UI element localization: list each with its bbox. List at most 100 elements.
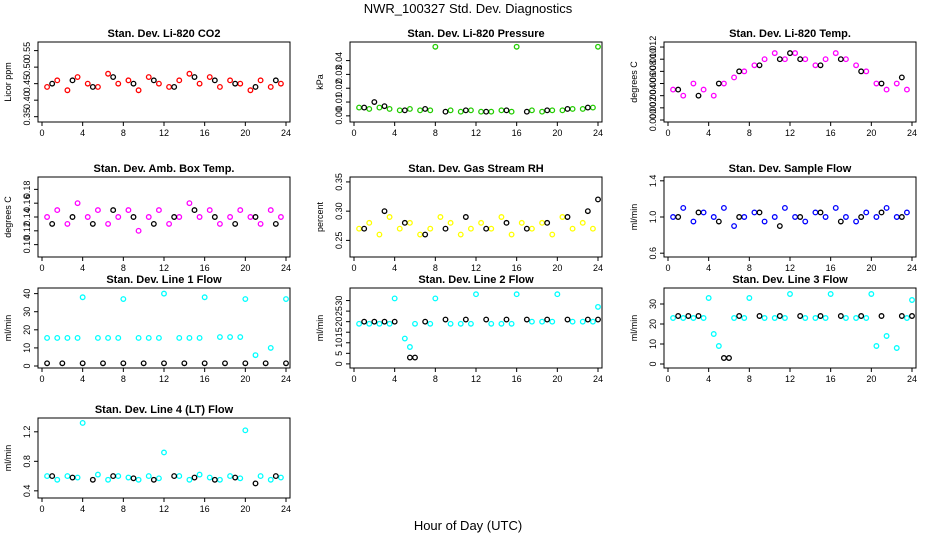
data-point bbox=[771, 214, 778, 220]
data-point bbox=[873, 214, 880, 220]
data-point bbox=[715, 218, 722, 225]
data-point bbox=[237, 80, 244, 87]
x-tick-label: 8 bbox=[747, 263, 752, 273]
data-point bbox=[873, 343, 880, 349]
data-point bbox=[736, 68, 743, 75]
data-point bbox=[792, 214, 799, 220]
data-point bbox=[401, 107, 408, 114]
x-tick-label: 20 bbox=[240, 504, 250, 514]
data-point bbox=[787, 50, 793, 57]
x-tick-label: 24 bbox=[907, 374, 917, 384]
series-black bbox=[49, 473, 279, 487]
series-black bbox=[44, 360, 289, 367]
data-point bbox=[817, 209, 824, 216]
data-point bbox=[893, 80, 900, 87]
series-blue bbox=[670, 205, 910, 229]
data-point bbox=[584, 104, 591, 111]
data-point bbox=[680, 92, 687, 99]
data-point bbox=[731, 74, 738, 81]
y-tick-label: 0.30 bbox=[334, 202, 344, 220]
data-point bbox=[361, 225, 368, 232]
data-point bbox=[64, 87, 71, 94]
data-point bbox=[554, 291, 561, 298]
data-point bbox=[812, 209, 819, 216]
data-point bbox=[539, 219, 546, 226]
data-point bbox=[391, 318, 398, 325]
data-point bbox=[690, 315, 697, 321]
x-tick-label: 8 bbox=[747, 128, 752, 138]
data-point bbox=[863, 209, 870, 216]
data-point bbox=[579, 219, 586, 226]
x-tick-label: 20 bbox=[552, 128, 562, 138]
y-tick-label: 10 bbox=[22, 343, 32, 353]
data-point bbox=[787, 291, 793, 297]
data-point bbox=[781, 56, 788, 63]
data-point bbox=[100, 360, 106, 367]
data-point bbox=[508, 320, 515, 327]
data-point bbox=[761, 56, 768, 63]
data-point bbox=[746, 295, 753, 301]
x-tick-label: 4 bbox=[392, 263, 397, 273]
x-tick-label: 0 bbox=[665, 128, 670, 138]
x-tick-label: 20 bbox=[866, 128, 876, 138]
data-point bbox=[523, 225, 530, 232]
data-point bbox=[549, 318, 556, 325]
x-axis-label: Hour of Day (UTC) bbox=[414, 518, 522, 533]
data-point bbox=[386, 214, 393, 220]
data-point bbox=[715, 343, 722, 349]
y-tick-label: 0.008 bbox=[648, 60, 658, 83]
data-point bbox=[196, 335, 203, 341]
data-point bbox=[242, 296, 249, 302]
y-tick-label: 5 bbox=[334, 351, 344, 356]
data-point bbox=[736, 313, 743, 319]
data-point bbox=[64, 335, 71, 341]
data-point bbox=[237, 207, 244, 214]
data-point bbox=[478, 108, 485, 115]
y-tick-label: 0 bbox=[22, 363, 32, 368]
x-tick-label: 0 bbox=[39, 128, 44, 138]
data-point bbox=[462, 107, 469, 114]
data-point bbox=[675, 214, 682, 220]
data-point bbox=[145, 214, 152, 220]
data-point bbox=[44, 84, 51, 90]
x-tick-label: 24 bbox=[281, 128, 291, 138]
data-point bbox=[467, 225, 474, 232]
data-point bbox=[903, 209, 910, 216]
data-point bbox=[422, 231, 429, 238]
x-tick-label: 0 bbox=[665, 263, 670, 273]
data-point bbox=[483, 225, 490, 232]
data-point bbox=[797, 56, 804, 63]
y-tick-label: 0 bbox=[648, 361, 658, 366]
y-tick-label: 0.25 bbox=[334, 232, 344, 250]
data-point bbox=[227, 334, 234, 340]
series-black bbox=[361, 196, 601, 238]
y-tick-label: 0.4 bbox=[22, 485, 32, 498]
data-point bbox=[206, 74, 213, 80]
panel-title: Stan. Dev. Li-820 Temp. bbox=[729, 28, 851, 40]
panel-7: Stan. Dev. Line 1 Flow ml/min 0 4 8 12 16 20 24 0… bbox=[3, 274, 291, 384]
data-point bbox=[257, 77, 264, 84]
data-point bbox=[406, 105, 413, 112]
data-point bbox=[356, 225, 363, 232]
panel-9: Stan. Dev. Line 3 Flow ml/min 0 4 8 12 16 20 24 0… bbox=[629, 274, 917, 384]
data-point bbox=[761, 218, 768, 225]
data-point bbox=[232, 474, 239, 481]
plot-frame bbox=[37, 41, 291, 123]
x-tick-label: 16 bbox=[200, 374, 210, 384]
data-point bbox=[94, 207, 101, 214]
data-point bbox=[858, 68, 865, 75]
x-tick-label: 4 bbox=[706, 374, 711, 384]
x-tick-label: 24 bbox=[593, 128, 603, 138]
data-point bbox=[589, 104, 596, 111]
data-point bbox=[401, 219, 408, 226]
data-point bbox=[432, 295, 439, 302]
y-tick-label: 0.01 bbox=[334, 93, 344, 111]
y-tick-label: 0.40 bbox=[22, 91, 32, 109]
data-point bbox=[145, 473, 152, 480]
data-point bbox=[237, 334, 244, 340]
data-point bbox=[115, 473, 122, 480]
data-point bbox=[827, 291, 834, 297]
data-point bbox=[115, 80, 122, 87]
data-point bbox=[252, 480, 259, 487]
y-axis-label: percent bbox=[315, 201, 325, 232]
